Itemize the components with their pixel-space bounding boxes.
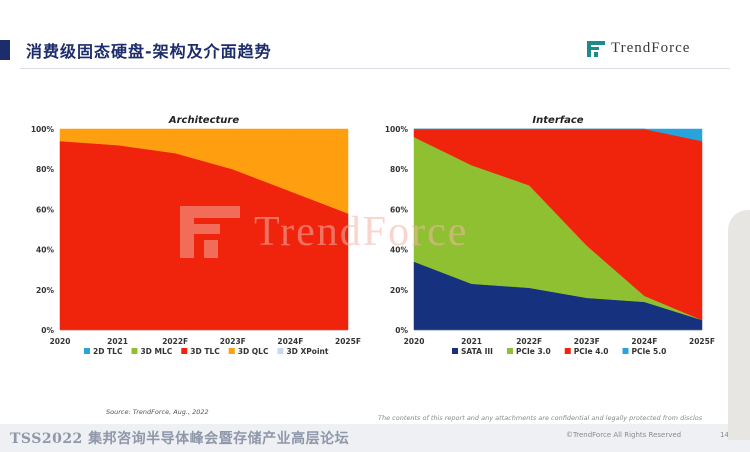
legend-label: 3D XPoint	[286, 347, 328, 356]
y-tick-label: 80%	[36, 165, 54, 174]
disclaimer: The contents of this report and any atta…	[378, 414, 703, 422]
y-tick-label: 40%	[36, 246, 54, 255]
area-pcie-5-0	[414, 128, 703, 142]
x-tick-label: 2024F	[277, 337, 303, 346]
y-tick-label: 100%	[31, 125, 55, 134]
x-tick-label: 2022F	[516, 337, 542, 346]
legend-item-pcie-3-0: PCIe 3.0	[506, 347, 551, 356]
y-tick-label: 100%	[385, 125, 409, 134]
legend-label: PCIe 4.0	[574, 347, 609, 356]
trendforce-logo: TrendForce	[587, 40, 690, 57]
area-3d-qlc	[59, 128, 349, 214]
legend-swatch	[228, 348, 235, 354]
legend-swatch	[506, 348, 513, 354]
y-tick-label: 20%	[36, 286, 54, 295]
legend-swatch	[564, 348, 571, 354]
x-tick-label: 2021	[461, 337, 482, 346]
legend-item-2d-tlc: 2D TLC	[84, 347, 123, 356]
legend-item-3d-qlc: 3D QLC	[228, 347, 269, 356]
x-tick-label: 2023F	[220, 337, 246, 346]
footer-copyright: ©TrendForce All Rights Reserved	[566, 431, 682, 439]
legend-swatch	[277, 348, 284, 354]
y-tick-label: 40%	[390, 246, 408, 255]
title-accent-bar	[0, 40, 10, 60]
x-tick-label: 2020	[50, 337, 71, 346]
x-tick-label: 2020	[404, 337, 425, 346]
footer-event: TSS2022 集邦咨询半导体峰会暨存储产业高层论坛	[10, 431, 350, 447]
source-note: Source: TrendForce, Aug., 2022	[106, 408, 209, 416]
x-tick-label: 2025F	[335, 337, 361, 346]
legend-swatch	[622, 348, 629, 354]
architecture-chart: Architecture 0% 20% 40% 60% 80% 100% 2020 2021 20…	[31, 115, 361, 356]
legend-label: PCIe 5.0	[632, 347, 667, 356]
x-tick-label: 2021	[107, 337, 128, 346]
logo-text: TrendForce	[611, 40, 691, 56]
interface-chart: Interface 0% 20% 40% 60% 80% 100% 2020 2021 2022F…	[385, 115, 715, 356]
x-tick-label: 2022F	[162, 337, 188, 346]
x-tick-label: 2024F	[631, 337, 657, 346]
legend-label: SATA III	[461, 347, 493, 356]
legend-swatch	[84, 348, 90, 354]
legend-label: 3D TLC	[190, 347, 220, 356]
legend-label: 2D TLC	[93, 347, 123, 356]
legend-item-pcie-4-0: PCIe 4.0	[564, 347, 609, 356]
legend-item-3d-tlc: 3D TLC	[181, 347, 220, 356]
legend-label: 3D MLC	[140, 347, 172, 356]
footer-bar	[0, 424, 750, 452]
legend-item-sata-iii: SATA III	[452, 347, 493, 356]
y-tick-label: 0%	[395, 326, 408, 335]
charts-canvas: Architecture 0% 20% 40% 60% 80% 100% 2020 2021 20…	[31, 115, 715, 356]
y-tick-label: 60%	[36, 205, 54, 214]
y-tick-label: 80%	[390, 165, 408, 174]
legend-swatch	[131, 348, 138, 354]
header-divider	[20, 68, 730, 69]
y-tick-label: 0%	[41, 326, 54, 335]
y-tick-label: 20%	[390, 286, 408, 295]
presenter-silhouette	[728, 210, 750, 440]
page-number: 14	[720, 431, 729, 439]
legend-label: PCIe 3.0	[516, 347, 551, 356]
chart-title: Architecture	[168, 115, 239, 126]
trendforce-logo-icon	[587, 40, 605, 57]
y-tick-label: 60%	[390, 205, 408, 214]
slide-title: 消费级固态硬盘-架构及介面趋势	[26, 42, 272, 61]
legend-item-3d-xpoint: 3D XPoint	[277, 347, 329, 356]
legend-item-pcie-5-0: PCIe 5.0	[622, 347, 667, 356]
legend-swatch	[452, 348, 458, 354]
legend-label: 3D QLC	[238, 347, 269, 356]
legend-item-3d-mlc: 3D MLC	[131, 347, 173, 356]
x-tick-label: 2023F	[574, 337, 600, 346]
legend-swatch	[181, 348, 188, 354]
chart-title: Interface	[532, 115, 583, 126]
x-tick-label: 2025F	[689, 337, 715, 346]
